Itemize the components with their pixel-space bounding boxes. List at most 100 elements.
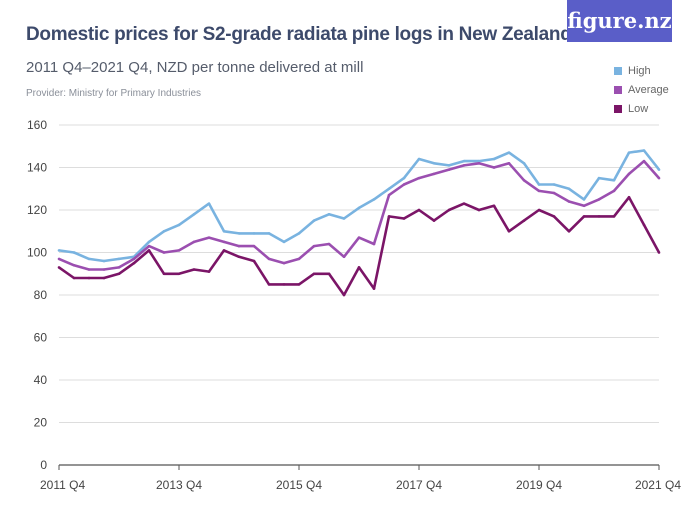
legend-item-high: High <box>614 61 669 80</box>
legend-item-low: Low <box>614 99 669 118</box>
data-point-high <box>237 232 241 235</box>
data-point-low <box>252 259 256 263</box>
series-line-average <box>58 159 660 271</box>
data-point-high <box>162 229 166 233</box>
data-point-average <box>282 261 286 265</box>
data-point-high <box>642 149 646 152</box>
data-point-low <box>372 287 376 290</box>
data-point-average <box>342 255 346 259</box>
data-point-average <box>102 268 106 271</box>
data-point-average <box>447 168 451 171</box>
data-point-average <box>207 236 211 239</box>
x-tick-label: 2011 Q4 <box>40 478 85 492</box>
legend-label: High <box>628 64 651 77</box>
data-point-high <box>267 232 271 235</box>
data-point-average <box>327 242 331 246</box>
data-point-high <box>327 212 331 216</box>
data-point-high <box>342 217 346 220</box>
data-point-high <box>72 251 76 254</box>
data-point-high <box>192 212 196 216</box>
data-point-low <box>327 272 331 276</box>
data-point-low <box>312 272 316 276</box>
data-point-high <box>207 202 211 205</box>
data-point-high <box>507 151 511 154</box>
data-point-low <box>642 223 646 227</box>
data-point-low <box>132 261 136 265</box>
data-point-high <box>567 187 571 191</box>
data-point-low <box>387 215 391 218</box>
data-point-high <box>522 161 526 165</box>
x-tick-label: 2013 Q4 <box>156 478 202 492</box>
data-point-low <box>72 276 76 280</box>
y-tick-label: 120 <box>27 203 47 217</box>
data-point-low <box>87 276 91 280</box>
data-point-high <box>657 168 661 171</box>
data-point-low <box>582 215 586 218</box>
data-point-average <box>237 244 241 248</box>
data-point-low <box>282 283 286 286</box>
data-point-average <box>222 240 226 244</box>
data-point-average <box>462 164 466 167</box>
data-point-high <box>627 151 631 154</box>
data-point-high <box>147 240 151 244</box>
chart-title: Domestic prices for S2-grade radiata pin… <box>26 24 572 45</box>
data-point-low <box>237 255 241 259</box>
figure-nz-logo[interactable]: figure.nz <box>567 0 672 42</box>
data-point-low <box>117 272 121 276</box>
data-point-average <box>567 200 571 203</box>
data-point-low <box>267 283 271 286</box>
data-point-high <box>282 240 286 244</box>
data-point-average <box>552 191 556 195</box>
data-point-high <box>612 178 616 182</box>
data-point-average <box>57 257 61 261</box>
data-point-high <box>357 206 361 210</box>
data-point-high <box>582 198 586 201</box>
data-point-high <box>477 159 481 163</box>
data-point-average <box>162 251 166 254</box>
data-point-low <box>177 272 181 276</box>
x-tick-label: 2021 Q4 <box>635 478 681 492</box>
data-point-high <box>417 157 421 161</box>
data-point-high <box>552 183 556 186</box>
data-point-low <box>357 266 361 269</box>
data-point-average <box>477 161 481 165</box>
data-point-average <box>372 242 376 246</box>
y-tick-label: 160 <box>27 118 47 132</box>
data-point-low <box>612 215 616 218</box>
data-point-high <box>297 232 301 235</box>
data-point-low <box>417 208 421 212</box>
y-tick-label: 0 <box>40 458 47 472</box>
chart-subtitle: 2011 Q4–2021 Q4, NZD per tonne delivered… <box>26 59 364 76</box>
data-point-low <box>162 272 166 276</box>
data-point-high <box>102 259 106 263</box>
data-point-low <box>552 215 556 218</box>
data-point-low <box>402 217 406 220</box>
data-point-high <box>597 176 601 180</box>
data-point-average <box>612 189 616 193</box>
data-point-average <box>537 189 541 193</box>
data-point-average <box>432 172 436 176</box>
data-point-low <box>522 219 526 222</box>
data-point-average <box>252 244 256 248</box>
data-point-high <box>87 257 91 261</box>
x-tick-label: 2015 Q4 <box>276 478 322 492</box>
data-point-low <box>477 208 481 212</box>
data-point-average <box>192 240 196 244</box>
data-point-average <box>177 249 181 252</box>
legend-label: Average <box>628 83 669 96</box>
legend-swatch-high <box>614 66 622 75</box>
data-point-average <box>522 178 526 182</box>
data-point-average <box>147 244 151 248</box>
data-point-high <box>222 229 226 233</box>
data-point-average <box>657 176 661 180</box>
legend-swatch-low <box>614 104 622 113</box>
x-tick-label: 2017 Q4 <box>396 478 442 492</box>
x-tick-label: 2019 Q4 <box>516 478 562 492</box>
data-point-high <box>312 219 316 222</box>
data-point-average <box>627 172 631 176</box>
data-point-high <box>177 223 181 227</box>
legend-swatch-average <box>614 85 622 94</box>
y-tick-label: 60 <box>34 331 48 345</box>
data-point-average <box>72 263 76 267</box>
